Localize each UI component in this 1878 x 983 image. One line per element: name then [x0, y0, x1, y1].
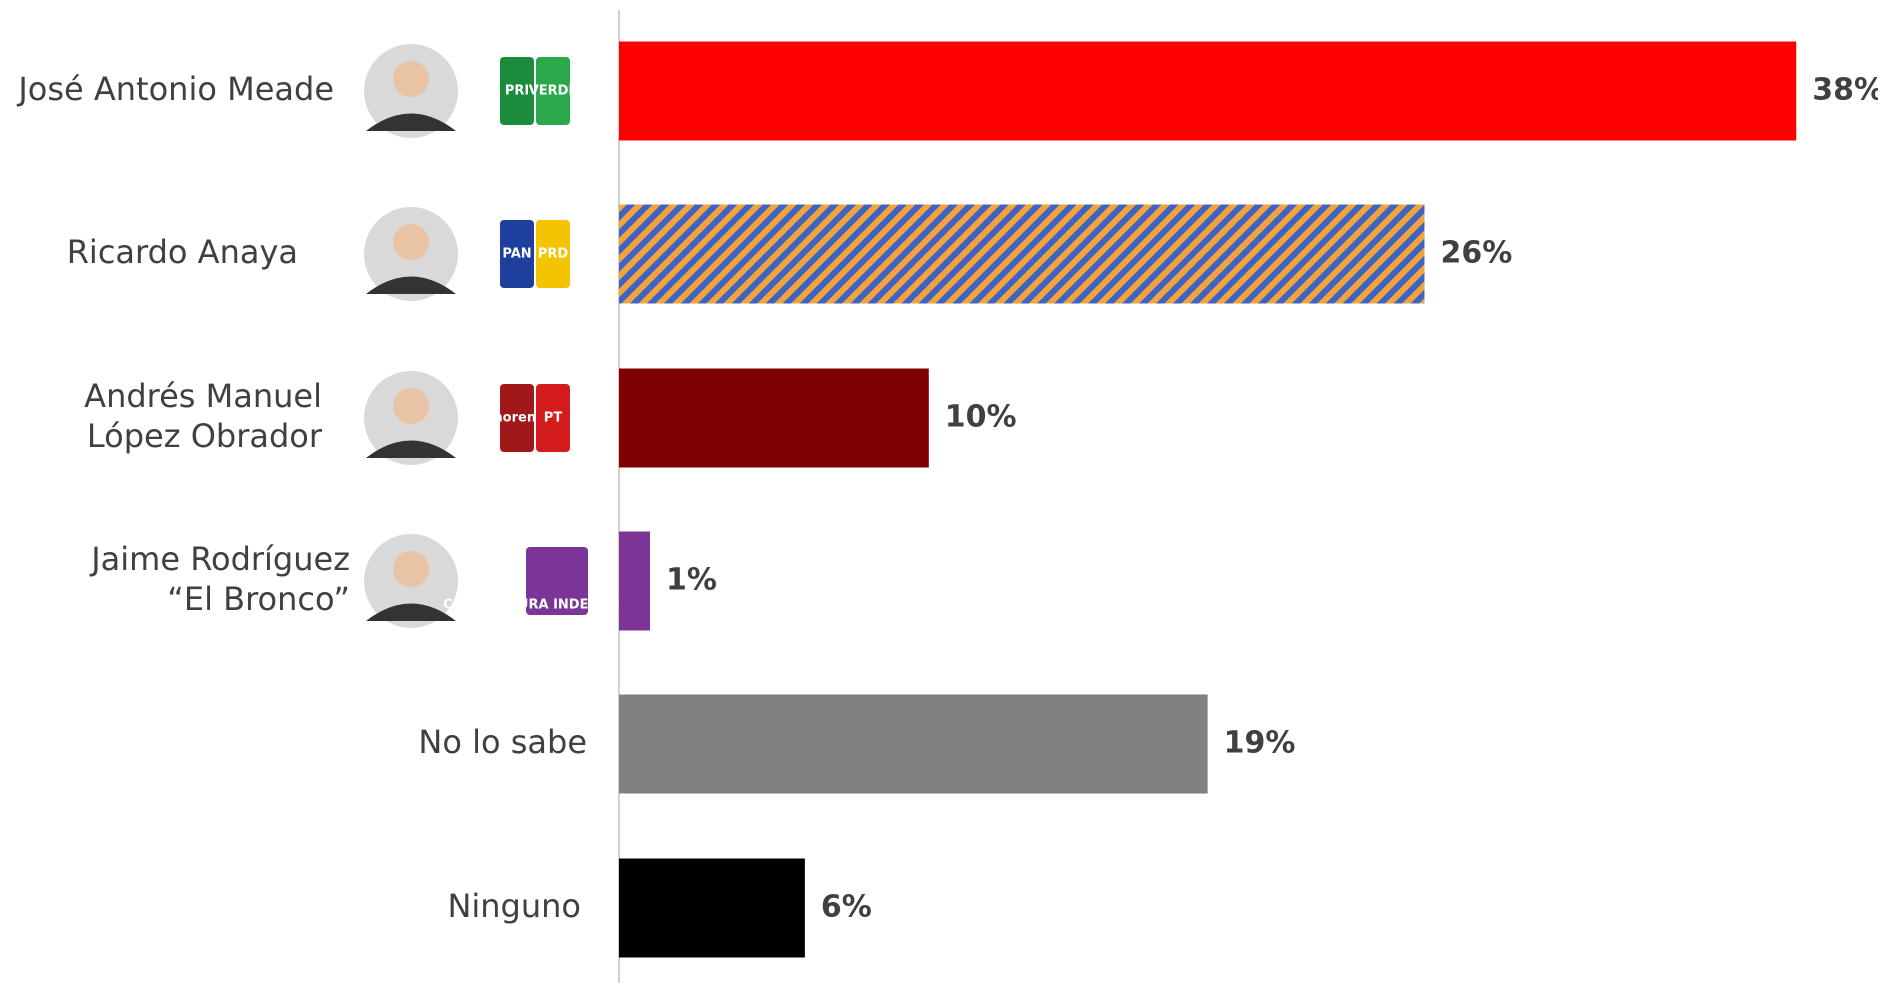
- value-label: 26%: [1440, 236, 1512, 271]
- value-label: 19%: [1224, 726, 1296, 761]
- bar: [619, 694, 1208, 794]
- party-logo-label: morena: [489, 411, 545, 426]
- bar: [619, 858, 805, 958]
- party-logo-label: PRD: [538, 247, 569, 262]
- party-logo-label: PT: [544, 411, 563, 426]
- value-label: 38%: [1812, 73, 1878, 108]
- party-logo-label: PRI: [505, 84, 529, 99]
- party-logo: [536, 57, 570, 125]
- value-label: 10%: [945, 400, 1017, 435]
- party-logo: [536, 384, 570, 452]
- photo-suit: [366, 440, 456, 458]
- photo-suit: [366, 276, 456, 294]
- party-logo: [526, 547, 588, 615]
- category-label: Andrés Manuel López Obrador: [84, 377, 323, 455]
- party-logo: [500, 220, 534, 288]
- party-logo: [500, 384, 534, 452]
- photo-face: [393, 61, 429, 97]
- category-label: Ninguno: [447, 887, 581, 925]
- category-label: José Antonio Meade: [16, 70, 334, 108]
- party-logo: [536, 220, 570, 288]
- party-logo-label: PAN: [502, 247, 531, 262]
- bar: [619, 204, 1425, 304]
- category-label: No lo sabe: [418, 723, 587, 761]
- photo-face: [393, 551, 429, 587]
- bar: [619, 41, 1797, 141]
- party-logo-label: CANDIDATURA INDEPENDIENTE: [443, 598, 671, 613]
- photo-suit: [366, 603, 456, 621]
- value-label: 6%: [821, 890, 872, 925]
- photo-face: [393, 224, 429, 260]
- category-label: Ricardo Anaya: [67, 233, 298, 271]
- party-logo: [500, 57, 534, 125]
- photo-face: [393, 388, 429, 424]
- value-label: 1%: [666, 563, 717, 598]
- category-label: Jaime Rodríguez “El Bronco”: [89, 540, 350, 618]
- bar: [619, 368, 929, 468]
- photo-suit: [366, 113, 456, 131]
- bar: [619, 531, 650, 631]
- party-logo-label: VERDE: [529, 84, 578, 99]
